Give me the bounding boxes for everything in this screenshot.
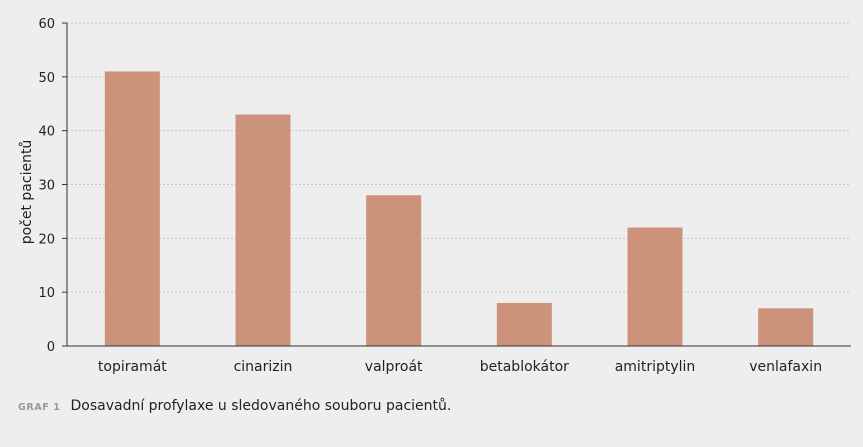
caption-text: Dosavadní profylaxe u sledovaného soubor… — [70, 398, 452, 414]
y-tick-label: 20 — [38, 232, 55, 247]
y-tick-label: 30 — [38, 179, 55, 194]
x-axis-labels: topiramát cinarizin valproát betablokátor am… — [98, 359, 822, 375]
gridlines — [67, 22, 851, 293]
x-tick-label: amitriptylin — [615, 359, 696, 375]
bar-3 — [496, 302, 552, 346]
bar-5 — [758, 308, 814, 346]
bars — [104, 71, 814, 347]
x-tick-label: topiramát — [98, 359, 167, 375]
bar-1 — [235, 114, 291, 347]
y-tick-label: 40 — [38, 125, 55, 140]
y-tick-label: 50 — [38, 71, 55, 86]
x-tick-label: cinarizin — [234, 359, 293, 375]
x-tick-label: betablokátor — [480, 359, 569, 375]
y-tick-label: 0 — [47, 340, 55, 355]
y-axis-ticks: 0 10 20 30 40 50 60 — [38, 17, 67, 355]
y-tick-label: 10 — [38, 286, 55, 301]
bar-2 — [366, 195, 422, 346]
y-axis-title: počet pacientů — [19, 140, 35, 245]
bar-4 — [627, 227, 683, 346]
bar-chart: 0 10 20 30 40 50 60 topiramát cinarizin valproát… — [19, 17, 851, 375]
bar-0 — [104, 71, 160, 346]
x-tick-label: venlafaxin — [749, 359, 822, 375]
figure-caption: GRAF 1 Dosavadní profylaxe u sledovaného… — [18, 398, 451, 414]
y-tick-label: 60 — [38, 17, 55, 32]
x-tick-label: valproát — [365, 359, 423, 375]
caption-tag: GRAF 1 — [18, 402, 61, 413]
